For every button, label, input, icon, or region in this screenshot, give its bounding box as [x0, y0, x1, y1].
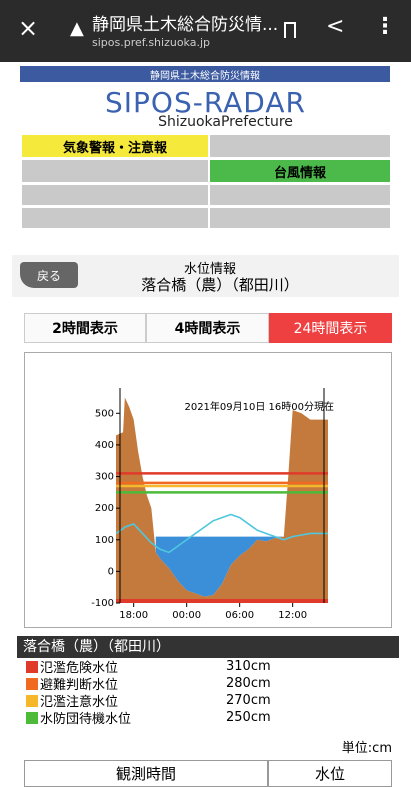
legend: 氾濫危険水位 310cm 避難判断水位 280cm 氾濫注意水位 270cm 水防団待機水位…	[26, 658, 326, 727]
section-title: 落合橋（農）（都田川）	[14, 636, 399, 658]
legend-swatch	[26, 694, 38, 707]
logo-title: SIPOS-RADAR	[105, 86, 306, 119]
tab[interactable]: 2時間表示	[24, 313, 146, 343]
legend-value: 270cm	[226, 693, 271, 708]
menu-button[interactable]	[22, 160, 208, 182]
header-title: 水位情報	[183, 262, 236, 277]
legend-row: 避難判断水位 280cm	[26, 675, 326, 693]
chart: 2021年09月10日 16時00分現在 -100 0 100 200 300 400 50…	[24, 352, 392, 628]
y-tick-label: 400	[95, 440, 114, 451]
y-tick-label: 500	[95, 408, 114, 419]
legend-row: 氾濫危険水位 310cm	[26, 658, 326, 676]
x-tick-label: 18:00	[119, 610, 148, 621]
x-tick-label: 12:00	[278, 610, 307, 621]
tab-active[interactable]: 24時間表示	[269, 313, 392, 343]
back-button[interactable]: 戻る	[20, 262, 78, 288]
legend-swatch	[26, 677, 38, 690]
menu-button[interactable]	[210, 208, 390, 228]
footer-button[interactable]: 水位	[268, 760, 392, 787]
area	[116, 397, 328, 603]
line	[115, 513, 328, 554]
close-icon[interactable]: ×	[18, 14, 39, 42]
menu-button[interactable]	[22, 208, 208, 228]
legend-value: 310cm	[226, 659, 271, 674]
chart-subtitle: 2021年09月10日 16時00分現在	[184, 400, 334, 413]
legend-swatch	[26, 711, 38, 724]
unit: 単位:cm	[341, 741, 392, 756]
menu-button[interactable]: 気象警報・注意報	[22, 135, 208, 157]
y-tick-label: 200	[95, 503, 114, 514]
header-station: 落合橋（農）（都田川）	[141, 276, 299, 294]
y-tick-label: 0	[108, 566, 114, 577]
legend-row: 氾濫注意水位 270cm	[26, 692, 326, 710]
page-url: sipos.pref.shizuoka.jp	[92, 36, 211, 49]
warning-icon[interactable]: ▲	[70, 18, 84, 39]
browser-bar: × ▲ 静岡県土木総合防災情... sipos.pref.shizuoka.jp…	[0, 0, 411, 62]
menu-button[interactable]	[210, 135, 390, 157]
legend-value: 280cm	[226, 676, 271, 691]
legend-name: 氾濫危険水位	[40, 661, 119, 676]
logo-subtitle: ShizuokaPrefecture	[158, 114, 293, 130]
menu-button[interactable]	[210, 185, 390, 205]
menu-button[interactable]: 台風情報	[210, 160, 390, 182]
legend-name: 避難判断水位	[40, 678, 119, 693]
page-title: 静岡県土木総合防災情...	[92, 15, 279, 35]
legend-row: 水防団待機水位 250cm	[26, 709, 326, 727]
legend-name: 氾濫注意水位	[40, 695, 119, 710]
menu-button[interactable]	[22, 185, 208, 205]
y-tick-label: 100	[95, 535, 114, 546]
y-tick-label: -100	[91, 598, 114, 609]
legend-name: 水防団待機水位	[40, 712, 132, 727]
y-tick-label: 300	[95, 472, 114, 483]
x-tick-label: 00:00	[172, 610, 201, 621]
tab[interactable]: 4時間表示	[146, 313, 269, 343]
menu-icon[interactable]: ⋮	[374, 14, 396, 39]
area	[155, 536, 284, 597]
legend-value: 250cm	[226, 710, 271, 725]
x-tick-label: 06:00	[225, 610, 254, 621]
legend-swatch	[26, 660, 38, 673]
bookmark-icon[interactable]	[284, 22, 296, 38]
footer-button[interactable]: 観測時間	[24, 760, 268, 787]
share-icon[interactable]: <	[326, 14, 345, 39]
banner: 静岡県土木総合防災情報	[20, 66, 390, 82]
